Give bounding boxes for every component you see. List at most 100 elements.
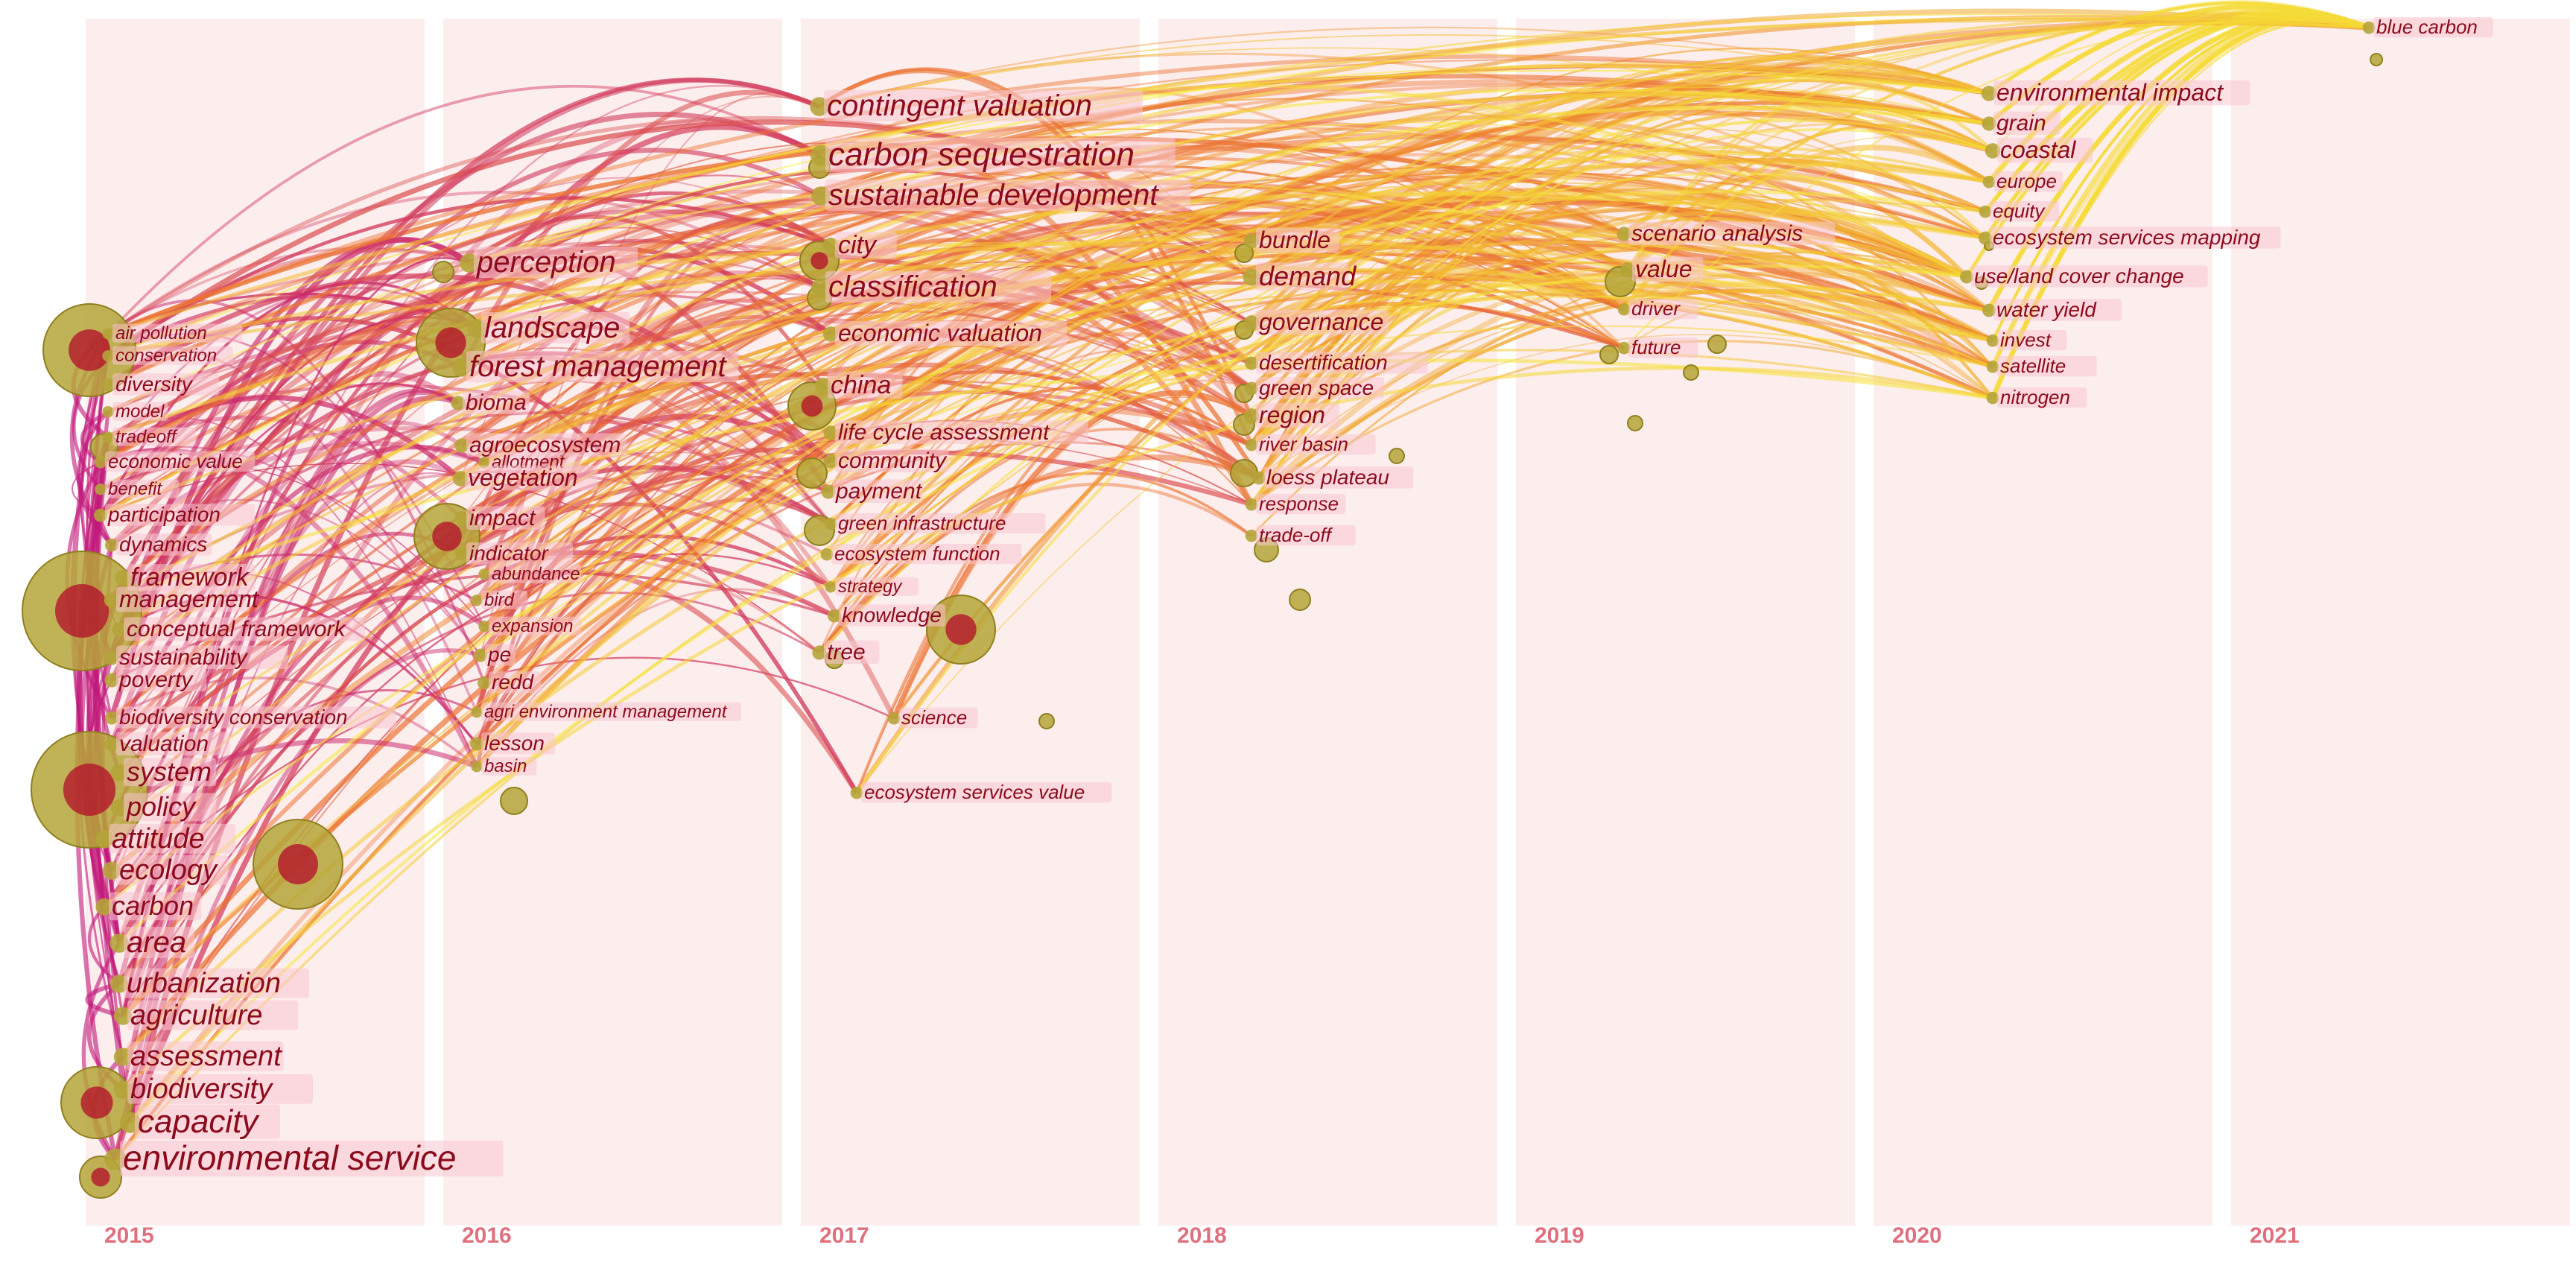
keyword-label-bg [1256,309,1389,335]
keyword-label: payment [835,479,923,504]
keyword-label: value [1635,256,1693,282]
keyword-label: science [901,706,967,729]
keyword-node [104,673,119,688]
keyword-label-bg [1997,355,2097,377]
keyword-node [887,711,901,725]
keyword-node [823,454,838,469]
cluster-node-core [63,763,116,817]
keyword-label: driver [1631,297,1681,320]
co-occurrence-link [1249,158,1987,447]
keyword-label-bg [485,644,516,666]
keyword-label-bg [1997,387,2087,408]
keyword-label-bg [127,1000,299,1030]
keyword-label-bg [127,1041,284,1071]
keyword-label: tree [827,640,866,665]
year-axis: 2015 2016 2017 2018 2019 2020 2021 [104,1223,2300,1248]
keyword-label: future [1631,336,1681,358]
cluster-node [1599,345,1619,364]
co-occurrence-link [1622,145,1990,311]
keyword-label: desertification [1259,351,1388,374]
co-occurrence-link [121,366,1993,1091]
keyword-label-bg [466,506,545,530]
co-occurrence-link [107,18,2370,336]
keyword-label-bg [835,232,897,259]
keyword-label-bg [1993,111,2061,135]
keyword-node [455,547,469,561]
co-occurrence-link [76,411,113,547]
cluster-node [1627,415,1643,431]
keyword-label-bg [466,542,574,565]
keyword-label-bg [489,616,582,636]
keyword-label: policy [126,791,197,822]
keyword-label: green space [1259,376,1374,399]
keyword-label: poverty [118,668,194,692]
cluster-node [796,457,828,489]
co-occurrence-links [65,0,2370,1161]
keyword-node [850,786,863,799]
keyword-label: life cycle assessment [838,420,1050,445]
keyword-label: loess plateau [1266,466,1389,489]
keyword-label-bg [1993,171,2063,192]
keyword-label: redd [492,671,534,694]
keyword-node [1617,302,1631,316]
keyword-label-bg [828,372,903,399]
keyword-label: agriculture [130,1000,262,1031]
keyword-label: environmental impact [1996,79,2224,106]
keyword-label-bg [105,479,180,498]
keyword-label-bg [1263,466,1414,489]
keyword-label: forest management [469,350,728,383]
keyword-label-bg [489,671,542,694]
keyword-label-bg [466,351,739,382]
keyword-label-bg [824,640,880,664]
keyword-label-bg [835,320,1067,346]
keyword-node [1245,356,1258,370]
keyword-label: participation [107,503,221,526]
keyword-node [471,761,483,773]
keyword-label: abundance [492,564,580,584]
co-occurrence-link [1626,86,1994,271]
keyword-label: ecosystem services mapping [1993,226,2261,249]
keyword-node [94,455,107,469]
keyword-label-bg [105,504,256,526]
keyword-label: europe [1996,170,2057,192]
cluster-node-core [80,1086,113,1119]
year-band-2021 [2231,19,2570,1226]
keyword-label: bundle [1259,226,1330,253]
keyword-label: basin [484,756,527,776]
keyword-label: economic value [108,450,243,472]
keyword-label-bg [1256,352,1428,374]
co-occurrence-link [480,325,1993,656]
keyword-label-bg [120,1140,504,1177]
co-occurrence-link [1987,1,2370,95]
keyword-label-bg [1256,434,1376,455]
cluster-node [2370,53,2383,66]
co-occurrence-link [110,317,1260,682]
keyword-node [101,378,115,392]
keyword-label-bg [839,604,946,627]
keyword-node [115,569,131,586]
keyword-label: green infrastructure [838,512,1006,534]
keyword-node [1979,231,1992,245]
keyword-node [1243,408,1260,424]
keyword-label-bg [2373,16,2493,38]
keyword-label-bg [898,707,978,729]
keyword-label: biodiversity [130,1074,273,1105]
keyword-label-bg [1256,402,1339,428]
keyword-label: grain [1996,111,2046,136]
keyword-label-bg [124,927,195,958]
co-occurrence-link [856,396,1252,793]
keyword-label-bg [481,756,537,776]
keyword-label: model [115,402,165,422]
keyword-label-bg [1628,221,1836,245]
keyword-node [474,648,487,662]
keyword-label: bioma [466,390,527,415]
year-label: 2016 [462,1223,512,1248]
keyword-node [94,508,107,522]
keyword-node [1619,262,1636,278]
keyword-label-bg [1997,329,2067,351]
keyword-label: knowledge [842,603,942,627]
keyword-label-bg [116,855,229,885]
keyword-label-bg [1990,226,2281,249]
keyword-label: conservation [115,346,217,366]
keyword-label: system [127,756,212,787]
